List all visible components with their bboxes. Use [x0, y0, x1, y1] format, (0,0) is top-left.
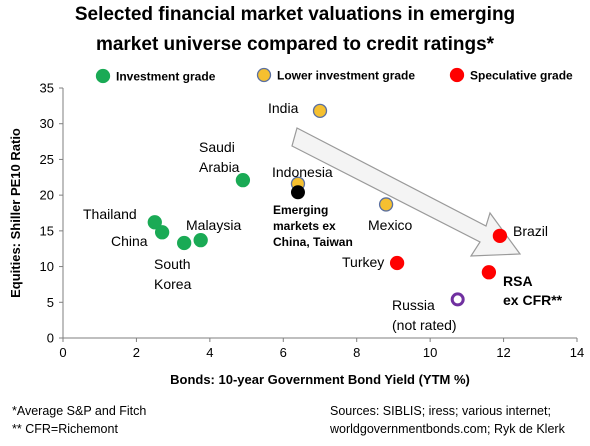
data-point — [235, 172, 251, 188]
point-label-thailand: Thailand — [83, 206, 137, 222]
legend-marker — [95, 68, 111, 84]
point-label-south-korea: South — [154, 256, 191, 272]
point-label-saudi-arabia: Arabia — [199, 159, 240, 175]
footnote-cfr: ** CFR=Richemont — [12, 422, 118, 436]
point-label-rsa: ex CFR** — [503, 292, 563, 308]
data-point — [147, 215, 162, 230]
trend-arrow — [291, 127, 522, 257]
legend-marker — [256, 67, 272, 83]
point-label-russia: (not rated) — [392, 317, 457, 333]
point-label-indonesia: Indonesia — [272, 164, 333, 180]
data-point — [290, 185, 305, 200]
data-point — [312, 103, 328, 119]
point-label-brazil: Brazil — [513, 223, 548, 239]
legend-marker — [449, 67, 465, 83]
point-label-turkey: Turkey — [342, 254, 384, 270]
point-label-mexico: Mexico — [368, 217, 413, 233]
data-point — [154, 225, 170, 240]
point-label-emerging-markets: China, Taiwan — [273, 235, 353, 249]
footnote-rating: *Average S&P and Fitch — [12, 404, 147, 418]
y-tick-label: 5 — [47, 295, 54, 310]
point-label-india: India — [268, 100, 299, 116]
point-label-south-korea: Korea — [154, 276, 192, 292]
data-point — [481, 265, 497, 280]
point-label-emerging-markets: Emerging — [273, 203, 328, 217]
y-tick-label: 30 — [40, 116, 54, 131]
chart-title-line-1: Selected financial market valuations in … — [74, 4, 516, 25]
point-label-russia: Russia — [392, 297, 435, 313]
x-tick-label: 14 — [570, 345, 584, 360]
y-tick-label: 35 — [40, 81, 54, 96]
x-tick-label: 4 — [206, 345, 213, 360]
data-point — [389, 255, 405, 271]
data-point — [492, 228, 508, 244]
y-tick-label: 0 — [47, 331, 54, 346]
data-point — [378, 197, 394, 212]
point-label-malaysia: Malaysia — [186, 217, 241, 233]
point-label-china: China — [111, 233, 148, 249]
y-axis-title: Equities: Shiller PE10 Ratio — [8, 128, 23, 298]
x-axis-title: Bonds: 10-year Government Bond Yield (YT… — [170, 372, 470, 387]
x-tick-label: 2 — [133, 345, 140, 360]
data-point — [193, 232, 208, 248]
legend-label: Investment grade — [116, 70, 216, 84]
x-tick-label: 8 — [353, 345, 360, 360]
x-tick-label: 6 — [280, 345, 287, 360]
data-point — [177, 235, 192, 251]
sources-line-1: Sources: SIBLIS; iress; various internet… — [330, 404, 551, 418]
y-tick-label: 20 — [40, 188, 54, 203]
data-point — [450, 292, 465, 307]
x-tick-label: 12 — [496, 345, 510, 360]
y-tick-label: 10 — [40, 259, 54, 274]
legend-label: Lower investment grade — [277, 69, 415, 83]
y-tick-label: 25 — [40, 152, 54, 167]
x-tick-label: 0 — [59, 345, 66, 360]
chart-title-line-2: market universe compared to credit ratin… — [95, 34, 495, 55]
sources-line-2: worldgovernmentbonds.com; Ryk de Klerk — [330, 422, 565, 436]
x-tick-label: 10 — [423, 345, 437, 360]
y-tick-label: 15 — [40, 223, 54, 238]
point-label-emerging-markets: markets ex — [273, 219, 336, 233]
point-label-saudi-arabia: Saudi — [199, 139, 235, 155]
legend-label: Speculative grade — [470, 69, 573, 83]
point-label-rsa: RSA — [503, 273, 533, 289]
